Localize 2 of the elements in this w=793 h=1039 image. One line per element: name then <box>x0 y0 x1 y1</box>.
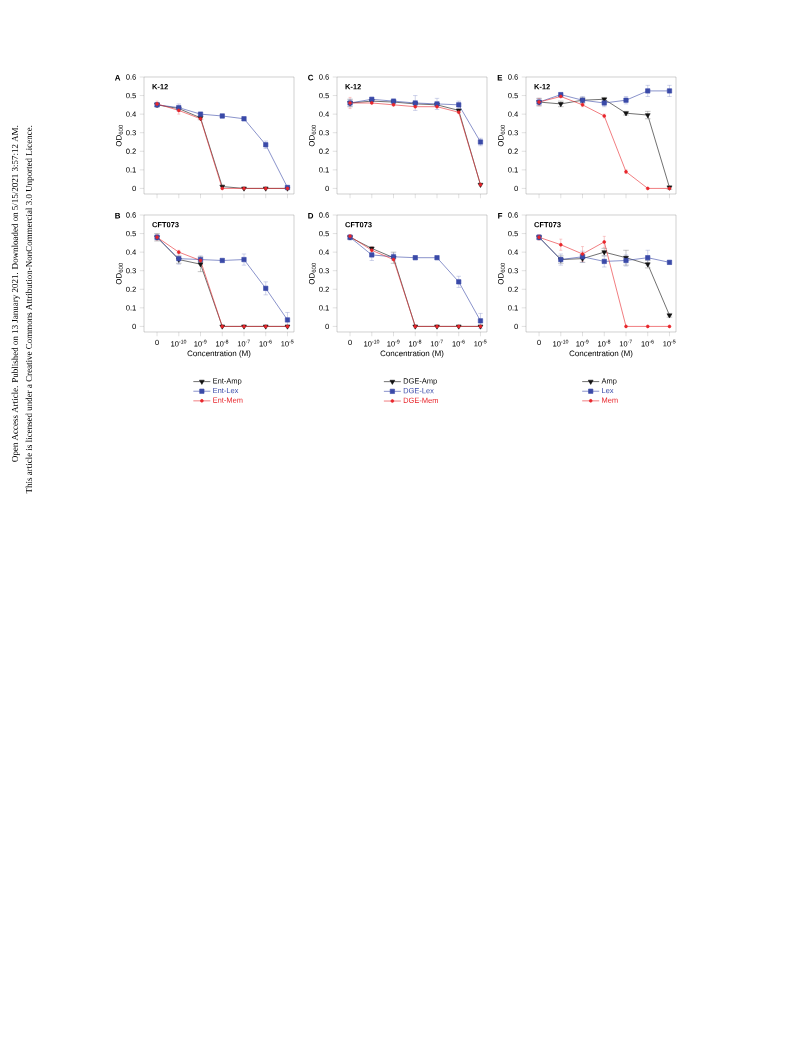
text: This article is licensed under a Creative Commons Attribution-NonCommercial 3.0 Unported Licence. <box>25 125 34 494</box>
text: Open Access Article. Published on 13 January 2021. Downloaded on 5/15/2021 3:57:12 AM. <box>11 125 20 462</box>
